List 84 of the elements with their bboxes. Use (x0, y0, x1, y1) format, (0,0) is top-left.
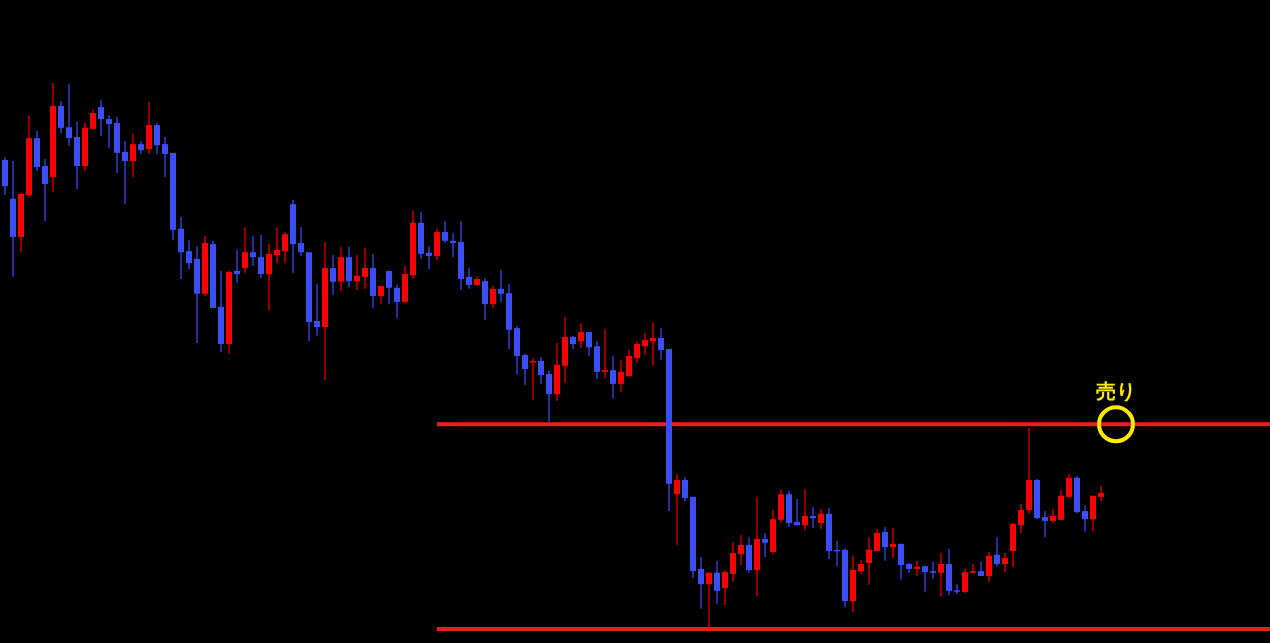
candlestick (642, 332, 648, 356)
candlestick (1098, 485, 1104, 502)
candlestick (258, 234, 264, 279)
candlestick (954, 583, 960, 595)
candlestick (426, 245, 432, 270)
candlestick (922, 565, 928, 593)
candlestick (866, 536, 872, 586)
candlestick (522, 353, 528, 386)
candlestick (266, 243, 272, 311)
candlestick (658, 327, 664, 361)
candlestick (962, 568, 968, 594)
candlestick (930, 561, 936, 580)
candlestick (538, 356, 544, 385)
candlestick (450, 232, 456, 258)
candlestick (722, 569, 728, 606)
candlestick (978, 561, 984, 577)
candlestick (362, 247, 368, 290)
candlestick (578, 322, 584, 349)
candlestick (386, 270, 392, 305)
candlestick (354, 254, 360, 291)
candlestick (682, 476, 688, 502)
candlestick (626, 349, 632, 378)
candlestick (498, 269, 504, 303)
candlestick (178, 216, 184, 280)
candlestick (130, 133, 136, 178)
candlestick (242, 226, 248, 274)
candlestick (938, 552, 944, 598)
candlestick (546, 370, 552, 423)
candlestick (58, 100, 64, 134)
candlestick (698, 556, 704, 610)
candlestick (994, 536, 1000, 567)
candlestick (762, 532, 768, 558)
candlestick (802, 488, 808, 531)
candlestick (882, 526, 888, 562)
candlestick (586, 331, 592, 357)
candlestick (730, 541, 736, 583)
candlestick (314, 283, 320, 337)
candlestick (250, 235, 256, 267)
candlestick (1082, 504, 1088, 533)
candlestick (1002, 552, 1008, 573)
candlestick (90, 109, 96, 130)
candlestick (66, 83, 72, 147)
candlestick (106, 114, 112, 149)
candlestick (986, 551, 992, 583)
candlestick (330, 254, 336, 296)
candlestick (298, 226, 304, 257)
candlestick (914, 560, 920, 577)
candlestick (442, 220, 448, 244)
candlestick (234, 249, 240, 284)
candlestick (898, 543, 904, 581)
candlestick (122, 140, 128, 205)
candlestick (674, 473, 680, 546)
candlestick (794, 498, 800, 526)
candlestick (42, 158, 48, 222)
candlestick (282, 231, 288, 264)
candlestick (1050, 508, 1056, 524)
candlestick (482, 277, 488, 321)
candlestick (162, 136, 168, 178)
annotation: 売り (1096, 379, 1136, 404)
candlestick (98, 99, 104, 137)
candlestick (650, 321, 656, 367)
candlestick (466, 267, 472, 290)
candlestick (610, 355, 616, 399)
candlestick (186, 239, 192, 270)
candlestick (394, 284, 400, 319)
candlestick (1018, 503, 1024, 534)
candlestick (818, 508, 824, 530)
candlestick (1066, 473, 1072, 499)
candlestick (634, 340, 640, 364)
candlestick (874, 528, 880, 552)
candlestick (154, 122, 160, 155)
candlestick (890, 527, 896, 559)
candlestick (378, 285, 384, 305)
candlestick (738, 534, 744, 566)
candlestick (970, 563, 976, 575)
candlestick (618, 359, 624, 393)
candlestick (706, 571, 712, 630)
candlestick (1090, 495, 1096, 532)
candlestick (274, 226, 280, 264)
candlestick (810, 506, 816, 529)
candlestick (1042, 510, 1048, 538)
candlestick (602, 328, 608, 379)
candlestick (490, 285, 496, 309)
candlestick (714, 560, 720, 605)
